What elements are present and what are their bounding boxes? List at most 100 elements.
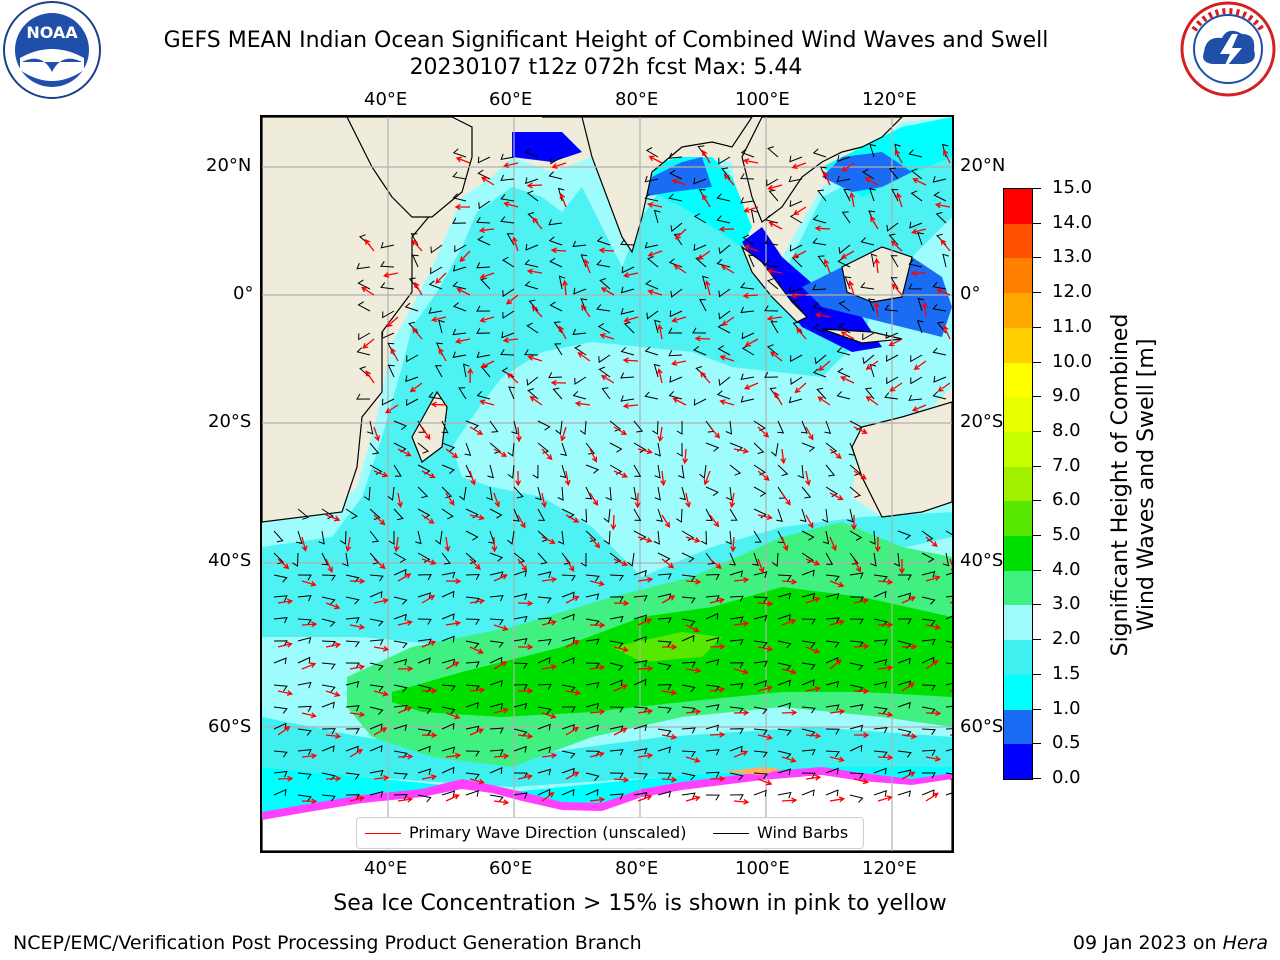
- wave-direction-arrow: [853, 732, 870, 739]
- colorbar-segment: [1004, 674, 1032, 710]
- wind-barb: [729, 772, 744, 781]
- wind-barb: [609, 596, 624, 603]
- lat-tick-left: 20°N: [206, 155, 252, 176]
- wave-direction-arrow: [421, 687, 438, 694]
- wind-barb: [369, 639, 384, 646]
- wave-direction-arrow: [397, 665, 414, 672]
- wave-direction-arrow: [661, 595, 676, 604]
- wind-barb: [932, 391, 947, 400]
- wave-direction-arrow: [277, 641, 293, 648]
- wave-direction-arrow: [517, 773, 534, 780]
- wind-barb: [897, 769, 912, 776]
- wind-barb: [838, 322, 851, 334]
- wave-direction-arrow: [445, 712, 461, 720]
- wind-barb: [537, 723, 551, 731]
- wind-barb: [657, 617, 672, 624]
- wind-barb: [740, 173, 755, 180]
- wind-barb: [921, 552, 935, 563]
- wave-direction-arrow: [723, 173, 735, 186]
- wind-barb: [393, 772, 408, 780]
- wind-barb: [574, 376, 587, 385]
- wave-direction-arrow: [685, 708, 702, 715]
- wind-barb: [718, 288, 731, 298]
- wind-barb: [393, 704, 408, 712]
- wave-direction-arrow: [421, 732, 438, 739]
- wind-barb: [897, 701, 911, 709]
- wind-barb: [653, 363, 661, 378]
- wind-barb: [417, 574, 432, 581]
- wind-barb: [729, 570, 744, 578]
- wind-barb: [681, 634, 695, 642]
- wave-direction-arrow: [373, 426, 380, 442]
- wind-barb: [441, 442, 456, 452]
- wind-barb: [476, 217, 491, 224]
- wind-barb: [753, 750, 768, 758]
- wind-barb: [321, 701, 335, 709]
- wind-barb: [654, 442, 661, 457]
- lon-tick-top: 120°E: [862, 89, 917, 110]
- wave-direction-arrow: [454, 338, 471, 344]
- wind-barb: [513, 772, 528, 779]
- wind-barb: [557, 530, 565, 545]
- wind-barb: [752, 552, 759, 566]
- wave-direction-arrow: [373, 690, 389, 697]
- wind-barb: [428, 391, 443, 400]
- wind-barb: [601, 387, 611, 400]
- wind-barb: [417, 618, 432, 625]
- wind-barb: [465, 573, 480, 581]
- wind-barb: [273, 706, 288, 714]
- wind-barb: [825, 617, 840, 624]
- wind-barb: [524, 259, 539, 268]
- wave-direction-arrow: [864, 177, 879, 186]
- lon-tick-top: 80°E: [615, 89, 659, 110]
- wind-barb: [817, 189, 827, 202]
- wave-direction-arrow: [421, 426, 431, 440]
- colorbar-segment: [1004, 743, 1032, 779]
- wave-direction-arrow: [382, 272, 399, 278]
- wind-barb: [366, 420, 374, 435]
- wind-barb: [297, 749, 312, 756]
- wind-barb: [945, 615, 952, 620]
- wind-barb: [345, 794, 360, 801]
- wind-barb: [921, 684, 936, 691]
- wind-barb: [393, 793, 408, 801]
- wave-direction-arrow: [709, 558, 722, 569]
- wind-barb: [917, 232, 924, 246]
- wind-barb: [574, 344, 587, 356]
- wind-barb: [910, 168, 923, 180]
- wind-barb: [596, 304, 611, 312]
- wind-barb: [508, 386, 515, 400]
- wave-band-0-5: [512, 132, 582, 162]
- wind-barb: [885, 354, 899, 362]
- wind-barb: [548, 171, 563, 180]
- wind-barb: [526, 322, 539, 334]
- wind-barb: [777, 614, 791, 621]
- wave-direction-arrow: [685, 492, 691, 509]
- wind-barb: [849, 572, 864, 579]
- wind-barb: [585, 618, 600, 627]
- wind-barb: [369, 790, 384, 798]
- colorbar-segment: [1004, 535, 1032, 571]
- wave-direction-arrow: [373, 727, 388, 736]
- wind-barb: [825, 464, 836, 477]
- wind-barb: [873, 590, 887, 598]
- wind-barb: [838, 244, 851, 255]
- wave-direction-arrow: [805, 426, 814, 441]
- wave-direction-arrow: [792, 250, 807, 259]
- wave-direction-arrow: [790, 292, 807, 299]
- wind-barb: [557, 486, 564, 501]
- wind-barb: [478, 200, 491, 210]
- wave-direction-arrow: [912, 178, 927, 186]
- lat-tick-left: 20°S: [208, 411, 252, 432]
- wind-barb: [489, 420, 499, 433]
- wave-direction-arrow: [455, 156, 471, 164]
- wave-direction-arrow: [438, 347, 447, 362]
- colorbar-tick-label: 1.5: [1052, 662, 1081, 684]
- wind-barb: [489, 595, 504, 602]
- wind-barb: [777, 702, 792, 710]
- wind-barb: [822, 530, 830, 545]
- wave-direction-arrow: [702, 193, 711, 208]
- wave-direction-arrow: [493, 574, 508, 582]
- wind-barb: [630, 486, 637, 501]
- wind-barb: [441, 613, 455, 620]
